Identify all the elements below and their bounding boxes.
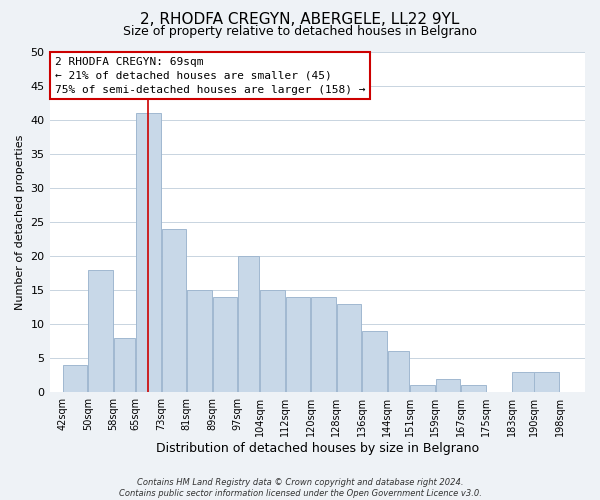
Bar xyxy=(63,365,88,392)
Bar xyxy=(260,290,285,392)
Bar xyxy=(436,378,460,392)
Bar xyxy=(187,290,212,392)
Bar xyxy=(512,372,533,392)
Text: Contains HM Land Registry data © Crown copyright and database right 2024.
Contai: Contains HM Land Registry data © Crown c… xyxy=(119,478,481,498)
Bar xyxy=(238,256,259,392)
Bar xyxy=(535,372,559,392)
Bar xyxy=(161,228,186,392)
Bar xyxy=(88,270,113,392)
Bar xyxy=(311,297,336,392)
Text: 2 RHODFA CREGYN: 69sqm
← 21% of detached houses are smaller (45)
75% of semi-det: 2 RHODFA CREGYN: 69sqm ← 21% of detached… xyxy=(55,56,365,94)
Bar xyxy=(461,386,486,392)
Bar xyxy=(388,352,409,392)
Bar xyxy=(286,297,310,392)
Text: 2, RHODFA CREGYN, ABERGELE, LL22 9YL: 2, RHODFA CREGYN, ABERGELE, LL22 9YL xyxy=(140,12,460,28)
X-axis label: Distribution of detached houses by size in Belgrano: Distribution of detached houses by size … xyxy=(156,442,479,455)
Y-axis label: Number of detached properties: Number of detached properties xyxy=(15,134,25,310)
Bar xyxy=(337,304,361,392)
Bar xyxy=(362,331,387,392)
Text: Size of property relative to detached houses in Belgrano: Size of property relative to detached ho… xyxy=(123,25,477,38)
Bar xyxy=(410,386,435,392)
Bar xyxy=(212,297,237,392)
Bar xyxy=(136,113,161,392)
Bar xyxy=(114,338,135,392)
